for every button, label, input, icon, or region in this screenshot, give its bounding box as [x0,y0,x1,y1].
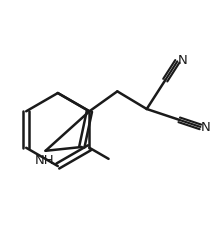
Text: N: N [177,54,187,67]
Text: N: N [200,122,210,134]
Text: NH: NH [34,154,54,167]
